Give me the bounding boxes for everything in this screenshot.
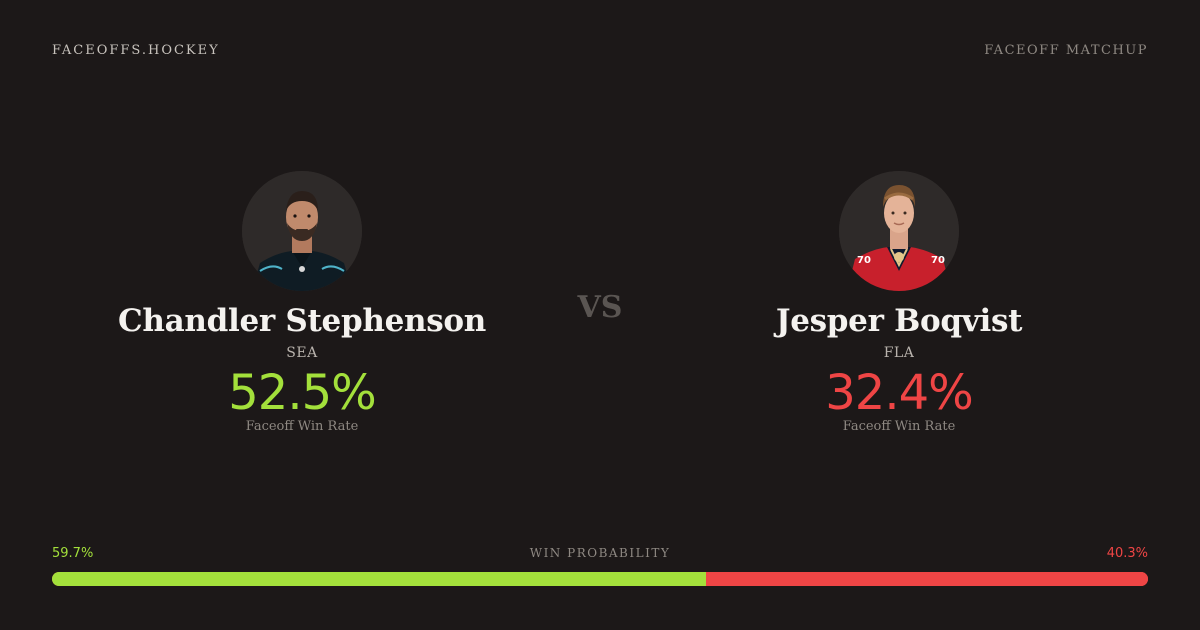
faceoff-rate-label-left: Faceoff Win Rate [245, 419, 359, 434]
svg-text:70: 70 [931, 255, 945, 266]
player-card-right: 70 70 Jesper Boqvist FLA 32.4% Faceoff W… [689, 171, 1109, 434]
svg-text:70: 70 [857, 255, 871, 266]
win-probability-bar-left [52, 572, 707, 586]
player-name-right: Jesper Boqvist [775, 303, 1023, 339]
win-probability-left: 59.7% [52, 546, 94, 561]
site-brand: FACEOFFS.HOCKEY [52, 43, 220, 58]
player-avatar-right: 70 70 [839, 171, 959, 291]
player-avatar-left [242, 171, 362, 291]
win-probability-bar-right [706, 572, 1148, 586]
player-team-left: SEA [286, 345, 318, 361]
win-probability-right: 40.3% [1106, 546, 1148, 561]
win-probability-bar [52, 572, 1148, 586]
player-team-right: FLA [883, 345, 915, 361]
faceoff-rate-left: 52.5% [228, 365, 376, 421]
faceoff-rate-label-right: Faceoff Win Rate [842, 419, 956, 434]
page-label: FACEOFF MATCHUP [984, 43, 1148, 58]
versus-label: VS [577, 290, 623, 325]
faceoff-rate-right: 32.4% [825, 365, 973, 421]
player-photo-icon [242, 171, 362, 291]
player-card-left: Chandler Stephenson SEA 52.5% Faceoff Wi… [92, 171, 512, 434]
player-name-left: Chandler Stephenson [117, 303, 486, 339]
win-probability-label: WIN PROBABILITY [529, 546, 671, 560]
player-photo-icon: 70 70 [839, 171, 959, 291]
